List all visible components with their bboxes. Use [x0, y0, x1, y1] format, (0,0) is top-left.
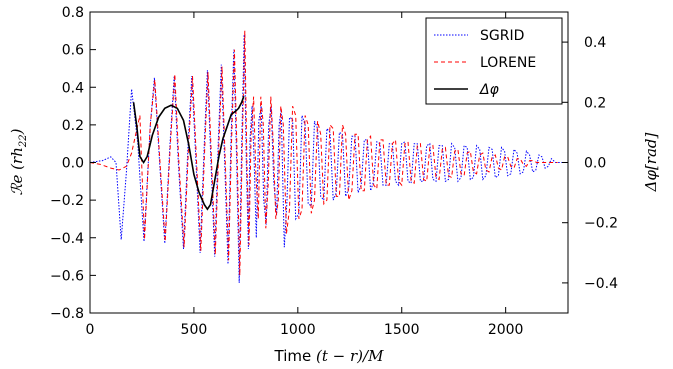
y2-tick-label-3: 0.2	[584, 95, 606, 111]
series-layer	[90, 30, 562, 283]
x-tick-label-1: 500	[181, 322, 208, 338]
x-tick-label-3: 1500	[384, 322, 420, 338]
y2-tick-label-1: −0.2	[584, 216, 618, 232]
series-line-0	[90, 34, 562, 283]
series-line-1	[90, 30, 558, 276]
y-tick-label-7: 0.6	[62, 43, 84, 59]
y2-tick-label-4: 0.4	[584, 35, 606, 51]
legend-label-dphi: Δφ	[479, 82, 500, 98]
y-tick-label-6: 0.4	[62, 80, 84, 96]
x-tick-label-4: 2000	[488, 322, 524, 338]
series-line-2	[132, 96, 245, 211]
y2-tick-label-2: 0.0	[584, 156, 606, 172]
y-tick-label-2: −0.4	[50, 231, 84, 247]
y-tick-label-5: 0.2	[62, 118, 84, 134]
x-tick-label-0: 0	[86, 322, 95, 338]
y2-axis-label: Δφ[rad]	[642, 132, 660, 192]
y-tick-label-0: −0.8	[50, 306, 84, 322]
x-tick-label-2: 1000	[280, 322, 316, 338]
y2-tick-label-0: −0.4	[584, 276, 618, 292]
y-tick-label-3: −0.2	[50, 193, 84, 209]
y-tick-label-4: 0.0	[62, 156, 84, 172]
x-axis-label: Time (t − r)/M	[274, 347, 385, 365]
y-axis-label: ℛe (rh22)	[8, 128, 29, 195]
y-tick-label-1: −0.6	[50, 268, 84, 284]
y-tick-label-8: 0.8	[62, 5, 84, 21]
legend: SGRID LORENE Δφ	[425, 17, 563, 105]
legend-label-lorene: LORENE	[480, 55, 536, 71]
ticks-layer: 0 500 1000 1500 2000 −0.8 −0.6 −0.4 −0.2 0.0 0.2 0.…	[50, 5, 618, 338]
legend-label-sgrid: SGRID	[480, 28, 524, 44]
